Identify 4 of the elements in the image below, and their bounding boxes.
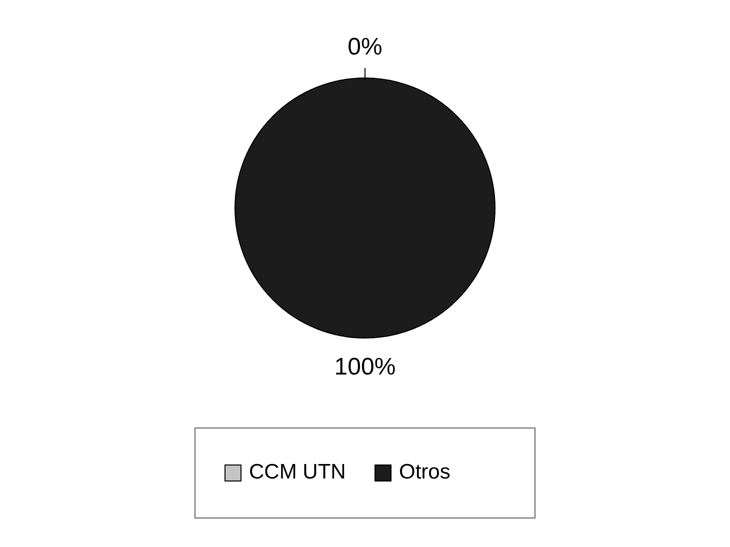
legend-label: Otros — [399, 460, 450, 484]
data-label: 100% — [334, 353, 396, 380]
legend-label: CCM UTN — [249, 460, 346, 484]
text: 0% — [348, 33, 382, 60]
